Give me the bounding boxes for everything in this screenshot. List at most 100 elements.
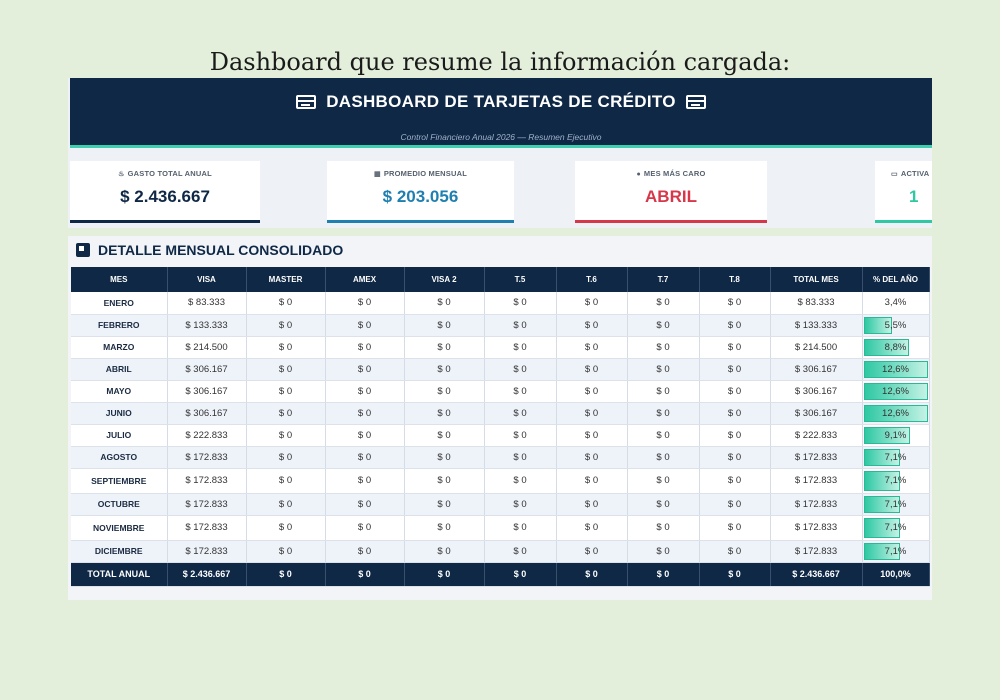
cell-t5: $ 0 [484, 358, 557, 381]
column-header-col-mes[interactable]: MES [71, 267, 168, 292]
cell-t6: $ 0 [556, 292, 628, 315]
cell-t8: $ 0 [699, 292, 771, 315]
cell-mes: AGOSTO [71, 446, 168, 469]
cell-t8: $ 0 [699, 314, 771, 337]
column-header-col-total-mes[interactable]: TOTAL MES [770, 267, 863, 292]
cell-master: $ 0 [246, 358, 326, 381]
cell-t6: $ 0 [556, 336, 628, 359]
cell-amex: $ 0 [325, 292, 405, 315]
column-header-col-visa2[interactable]: VISA 2 [404, 267, 485, 292]
cell-visa: $ 172.833 [167, 515, 247, 541]
table-row[interactable]: ABRIL $ 306.167 $ 0 $ 0 $ 0 $ 0 $ 0 $ 0 $ 0 $ 306… [71, 358, 930, 381]
cell-t5: $ 0 [484, 424, 557, 447]
table-row[interactable]: MAYO $ 306.167 $ 0 $ 0 $ 0 $ 0 $ 0 $ 0 $ 0 $ 306.… [71, 380, 930, 403]
pct-data-bar [863, 495, 900, 513]
table-row[interactable]: AGOSTO $ 172.833 $ 0 $ 0 $ 0 $ 0 $ 0 $ 0 $ 0 $ 17… [71, 446, 930, 469]
cell-pct: 12,6% [862, 402, 930, 425]
cell-t8: $ 0 [699, 380, 771, 403]
cell-total: $ 172.833 [770, 540, 863, 563]
cell-total: $ 172.833 [770, 468, 863, 494]
cell-amex: $ 0 [325, 402, 405, 425]
cell-master: $ 0 [246, 380, 326, 403]
cell-visa2: $ 0 [404, 540, 485, 563]
kpi-accent-bar [70, 220, 260, 223]
cell-pct: 7,1% [862, 468, 930, 494]
cell-master: $ 0 [246, 292, 326, 315]
cell-pct: 12,6% [862, 358, 930, 381]
cell-visa2: $ 0 [404, 424, 485, 447]
pct-data-bar [863, 448, 900, 466]
table-row[interactable]: ENERO $ 83.333 $ 0 $ 0 $ 0 $ 0 $ 0 $ 0 $ 0 $ 83.3… [71, 292, 930, 315]
cell-visa2: $ 0 [404, 336, 485, 359]
cell-total: $ 133.333 [770, 314, 863, 337]
table-row[interactable]: JULIO $ 222.833 $ 0 $ 0 $ 0 $ 0 $ 0 $ 0 $ 0 $ 222… [71, 424, 930, 447]
cell-master: $ 0 [246, 540, 326, 563]
calendar-icon: ▦ [373, 171, 381, 178]
dashboard-header-section: DASHBOARD DE TARJETAS DE CRÉDITO Control… [68, 78, 932, 228]
cell-pct: 7,1% [862, 493, 930, 516]
cell-visa: $ 172.833 [167, 446, 247, 469]
cell-mes: ABRIL [71, 358, 168, 381]
column-header-col-amex[interactable]: AMEX [325, 267, 405, 292]
table-row[interactable]: JUNIO $ 306.167 $ 0 $ 0 $ 0 $ 0 $ 0 $ 0 $ 0 $ 306… [71, 402, 930, 425]
cell-t7: $ 0 [627, 336, 700, 359]
pct-text: 5,5% [884, 319, 907, 331]
credit-card-icon [296, 95, 317, 109]
pct-text: 7,1% [884, 475, 907, 486]
kpi-accent-bar [575, 220, 767, 223]
column-header-col-t7[interactable]: T.7 [627, 267, 700, 292]
cell-t8: $ 0 [699, 468, 771, 494]
cell-master: $ 0 [246, 468, 326, 494]
cell-total: $ 83.333 [770, 292, 863, 315]
column-header-col-t6[interactable]: T.6 [556, 267, 628, 292]
dashboard-subtitle: Control Financiero Anual 2026 — Resumen … [400, 132, 602, 142]
total-cell-t6: $ 0 [556, 562, 628, 587]
monthly-detail-table: MES VISA MASTER AMEX VISA 2 T.5 T.6 T.7 T.8 TOTAL… [71, 267, 930, 587]
cell-visa: $ 172.833 [167, 468, 247, 494]
pct-data-bar [863, 404, 929, 422]
column-header-col-master[interactable]: MASTER [246, 267, 326, 292]
kpi-card-promedio-mensual: ▦ PROMEDIO MENSUAL $ 203.056 [327, 161, 514, 223]
column-header-col-visa[interactable]: VISA [167, 267, 247, 292]
table-row[interactable]: NOVIEMBRE $ 172.833 $ 0 $ 0 $ 0 $ 0 $ 0 $ 0 $ 0 $… [71, 515, 930, 541]
cell-pct: 12,6% [862, 380, 930, 403]
cell-visa: $ 306.167 [167, 358, 247, 381]
table-row[interactable]: SEPTIEMBRE $ 172.833 $ 0 $ 0 $ 0 $ 0 $ 0 $ 0 $ 0… [71, 468, 930, 494]
cell-t5: $ 0 [484, 292, 557, 315]
cell-t5: $ 0 [484, 402, 557, 425]
panel-title: DETALLE MENSUAL CONSOLIDADO [98, 242, 344, 258]
cell-amex: $ 0 [325, 358, 405, 381]
cell-t5: $ 0 [484, 446, 557, 469]
cell-t8: $ 0 [699, 446, 771, 469]
cell-t5: $ 0 [484, 540, 557, 563]
kpi-value: ABRIL [645, 187, 697, 206]
table-row[interactable]: FEBRERO $ 133.333 $ 0 $ 0 $ 0 $ 0 $ 0 $ 0 $ 0 $ 1… [71, 314, 930, 337]
column-header-col-pct-anio[interactable]: % DEL AÑO [862, 267, 930, 292]
column-header-col-t5[interactable]: T.5 [484, 267, 557, 292]
page-caption: Dashboard que resume la información carg… [209, 48, 791, 76]
cell-total: $ 306.167 [770, 380, 863, 403]
cell-visa: $ 214.500 [167, 336, 247, 359]
total-cell-visa: $ 2.436.667 [167, 562, 247, 587]
cell-visa: $ 172.833 [167, 493, 247, 516]
kpi-label: PROMEDIO MENSUAL [383, 169, 468, 178]
pct-text: 12,6% [882, 385, 909, 397]
dashboard-title: DASHBOARD DE TARJETAS DE CRÉDITO [326, 92, 676, 111]
table-row[interactable]: OCTUBRE $ 172.833 $ 0 $ 0 $ 0 $ 0 $ 0 $ 0 $ 0 $ 1… [71, 493, 930, 516]
cell-visa2: $ 0 [404, 493, 485, 516]
column-header-col-t8[interactable]: T.8 [699, 267, 771, 292]
cell-t5: $ 0 [484, 515, 557, 541]
cell-t6: $ 0 [556, 358, 628, 381]
cell-pct: 3,4% [862, 292, 930, 315]
table-row[interactable]: DICIEMBRE $ 172.833 $ 0 $ 0 $ 0 $ 0 $ 0 $ 0 $ 0 $… [71, 540, 930, 563]
total-cell-total: $ 2.436.667 [770, 562, 863, 587]
total-cell-t8: $ 0 [699, 562, 771, 587]
cell-amex: $ 0 [325, 515, 405, 541]
cell-visa: $ 83.333 [167, 292, 247, 315]
table-row[interactable]: MARZO $ 214.500 $ 0 $ 0 $ 0 $ 0 $ 0 $ 0 $ 0 $ 214… [71, 336, 930, 359]
cell-master: $ 0 [246, 402, 326, 425]
kpi-label: MES MÁS CARO [643, 169, 706, 178]
cell-t7: $ 0 [627, 402, 700, 425]
dashboard-banner: DASHBOARD DE TARJETAS DE CRÉDITO Control… [70, 78, 932, 148]
monthly-detail-panel: DETALLE MENSUAL CONSOLIDADO MES VISA MASTE… [68, 236, 932, 600]
